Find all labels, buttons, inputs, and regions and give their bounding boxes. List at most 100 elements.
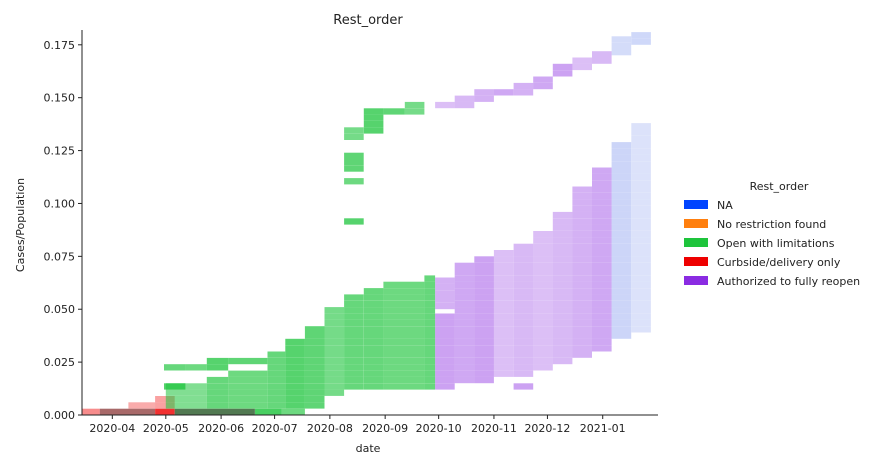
heatmap-cell [493, 345, 514, 352]
heatmap-cell [344, 364, 364, 371]
heatmap-cell [435, 376, 455, 384]
heatmap-cell [383, 288, 425, 295]
heatmap-cell [572, 326, 592, 333]
heatmap-cell [344, 127, 364, 134]
heatmap-cell [572, 186, 592, 193]
y-axis-label: Cases/Population [14, 178, 27, 272]
heatmap-cell [631, 148, 651, 155]
heatmap-cell [592, 211, 612, 219]
heatmap-cell [592, 338, 612, 346]
heatmap-cell [572, 269, 592, 276]
heatmap-cell [611, 148, 632, 155]
heatmap-cell [572, 192, 592, 200]
heatmap-cell [267, 357, 286, 365]
heatmap-cell [435, 338, 455, 346]
heatmap-cell [363, 294, 384, 301]
heatmap-cell [611, 307, 632, 314]
heatmap-cell [454, 101, 475, 109]
chart-title: Rest_order [333, 13, 403, 28]
heatmap-cell [267, 402, 286, 409]
heatmap-cell [424, 338, 436, 346]
heatmap-cell [592, 275, 612, 282]
heatmap-cell [533, 319, 553, 327]
x-tick-label: 2020-06 [198, 422, 244, 435]
heatmap-cell [513, 250, 534, 257]
y-tick-label: 0.025 [44, 356, 76, 369]
heatmap-cell [435, 296, 455, 303]
heatmap-cell [363, 307, 384, 314]
heatmap-cell [383, 345, 425, 352]
heatmap-cell [228, 357, 268, 365]
heatmap-cell [454, 95, 475, 102]
heatmap-cell [267, 396, 286, 403]
heatmap-cell [493, 281, 514, 288]
heatmap-cell [552, 307, 573, 314]
heatmap-cell [304, 351, 325, 358]
heatmap-cell [82, 408, 100, 415]
heatmap-cell [552, 224, 573, 231]
heatmap-cell [631, 38, 651, 45]
heatmap-cell [424, 383, 436, 390]
heatmap-cell [513, 275, 534, 282]
x-tick-label: 2020-04 [89, 422, 135, 435]
heatmap-cell [533, 364, 553, 371]
heatmap-cell [513, 262, 534, 269]
heatmap-cell [592, 326, 612, 333]
heatmap-cell [631, 275, 651, 282]
heatmap-cell [454, 294, 475, 301]
heatmap-cell [631, 250, 651, 257]
heatmap-cell [611, 173, 632, 181]
heatmap-cell [363, 300, 384, 308]
heatmap-cell [493, 364, 514, 371]
heatmap-cell [513, 288, 534, 295]
heatmap-cell [631, 231, 651, 238]
legend: Rest_order NA No restriction found Open wi… [684, 180, 860, 288]
heatmap-cell [454, 281, 475, 288]
heatmap-cell [454, 376, 475, 384]
heatmap-cell [631, 173, 651, 181]
heatmap-cell [454, 345, 475, 352]
heatmap-cell [611, 237, 632, 244]
heatmap-cell [631, 256, 651, 263]
heatmap-cell [424, 357, 436, 365]
heatmap-cell [344, 383, 364, 390]
heatmap-cell [267, 364, 286, 371]
heatmap-cell [513, 326, 534, 333]
heatmap-cell [493, 89, 514, 96]
heatmap-cell [592, 167, 612, 174]
heatmap-cell [474, 313, 494, 320]
heatmap-cell [285, 351, 305, 358]
heatmap-cell [474, 256, 494, 263]
heatmap-cell [592, 173, 612, 181]
heatmap-cell [533, 294, 553, 301]
heatmap-cell [592, 180, 612, 187]
heatmap-cell [435, 357, 455, 365]
heatmap-cell [344, 178, 364, 185]
heatmap-cell [435, 101, 455, 109]
heatmap-cell [344, 307, 364, 314]
heatmap-cell [513, 243, 534, 250]
heatmap-cell [611, 199, 632, 206]
heatmap-cell [383, 357, 425, 365]
heatmap-cell [454, 326, 475, 333]
heatmap-cell [592, 243, 612, 250]
heatmap-cell [285, 389, 305, 396]
heatmap-cell [572, 313, 592, 320]
heatmap-cell [572, 294, 592, 301]
heatmap-cell [533, 300, 553, 308]
heatmap-cell [474, 338, 494, 346]
heatmap-cell [424, 326, 436, 333]
heatmap-cell [513, 82, 534, 90]
heatmap-cell [344, 332, 364, 339]
heatmap-cell [435, 302, 455, 310]
x-tick-label: 2020-08 [307, 422, 353, 435]
heatmap-cell [592, 307, 612, 314]
y-tick-label: 0.150 [44, 92, 76, 105]
heatmap-cell [493, 300, 514, 308]
heatmap-cell [611, 319, 632, 327]
heatmap-cell [324, 326, 345, 333]
heatmap-cell [285, 396, 305, 403]
heatmap-cell [424, 300, 436, 308]
heatmap-cell [592, 288, 612, 295]
heatmap-cell [363, 338, 384, 346]
